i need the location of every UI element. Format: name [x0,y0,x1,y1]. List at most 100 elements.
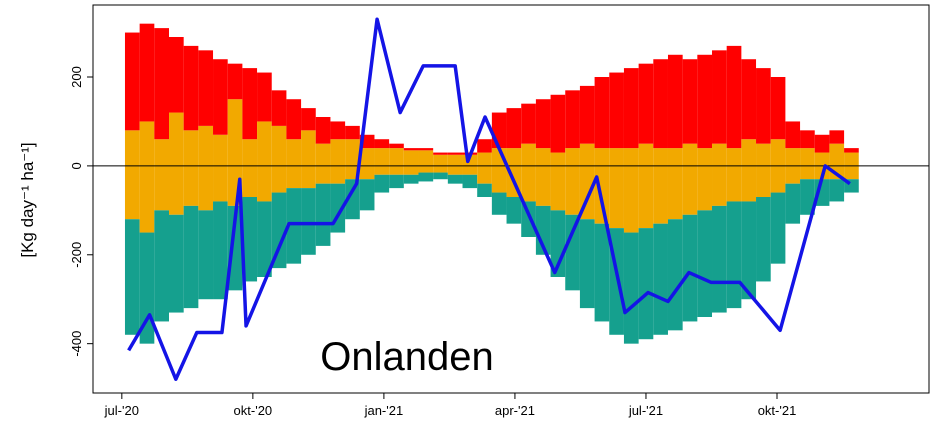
bar [623,68,639,149]
bar [257,201,272,277]
bar [242,197,258,282]
bar [491,165,507,193]
plot-frame [92,4,930,394]
bar [829,179,845,202]
bar [521,103,536,144]
bar [433,165,448,173]
bar [374,174,390,193]
bar [712,205,727,313]
bar [418,165,434,173]
bar [770,165,786,193]
bar [257,121,272,166]
bar [667,148,683,166]
bar [139,23,155,122]
bar [183,165,199,206]
bar [330,139,346,166]
bar [403,174,419,184]
bar [213,59,228,135]
bar [844,148,859,153]
bar [433,154,448,166]
bar [477,139,492,153]
bar [462,174,478,189]
bar [154,139,169,166]
y-tick-label: -200 [69,242,84,268]
bar [785,183,801,224]
bar [491,112,507,149]
bar [785,165,801,184]
bar [535,148,551,166]
bar [124,219,140,335]
bar [579,143,595,166]
bar [741,59,757,140]
bar [418,148,434,151]
bar [389,143,404,149]
bar [315,183,331,246]
bar [389,174,404,189]
bar [770,139,786,166]
x-tick-label: jul-'21 [628,403,663,418]
bar [154,165,169,211]
bar [213,201,228,300]
bar [374,148,390,166]
bar [623,148,639,166]
bar [491,192,507,215]
bar [198,165,214,211]
bar [506,148,522,166]
bar [697,165,713,211]
bar [565,90,580,149]
bar [565,148,580,166]
bar [609,72,624,149]
bar [359,148,375,166]
bar [682,143,698,166]
bar [139,121,155,166]
bar [198,50,214,126]
bar [359,179,375,211]
bar [756,165,771,197]
bar [124,32,140,131]
bar [535,99,551,149]
bar [447,154,463,166]
bar [609,148,624,166]
bar [741,139,757,166]
bar [682,214,698,322]
bar [638,165,654,229]
bar [403,165,419,175]
bar [169,112,184,166]
bar [550,165,566,211]
bar [565,165,580,215]
bar [682,165,698,215]
annotation: Onlanden [320,335,493,379]
bar [814,134,830,153]
bar [418,150,434,166]
bar [741,201,757,300]
y-tick-label: -400 [69,331,84,357]
bar [594,223,610,322]
bar [345,179,360,220]
bar [330,165,346,184]
bar [330,121,346,140]
bar [638,143,654,166]
bar [800,165,815,180]
bar [462,165,478,175]
bar [301,108,316,131]
y-tick-label: 0 [69,162,84,169]
bar [800,130,815,149]
bar [653,59,668,149]
bar [521,165,536,202]
bar [124,165,140,220]
bar [315,117,331,144]
bar [301,165,316,189]
x-tick-label: okt-'21 [758,403,797,418]
bar [154,28,169,140]
bar [697,54,713,149]
bar [726,148,742,166]
bar [286,188,302,264]
bar [844,152,859,166]
bar [667,165,683,220]
bar [227,99,243,166]
bar [565,214,580,291]
bar [124,130,140,166]
bar [506,197,522,224]
bar [447,152,463,155]
